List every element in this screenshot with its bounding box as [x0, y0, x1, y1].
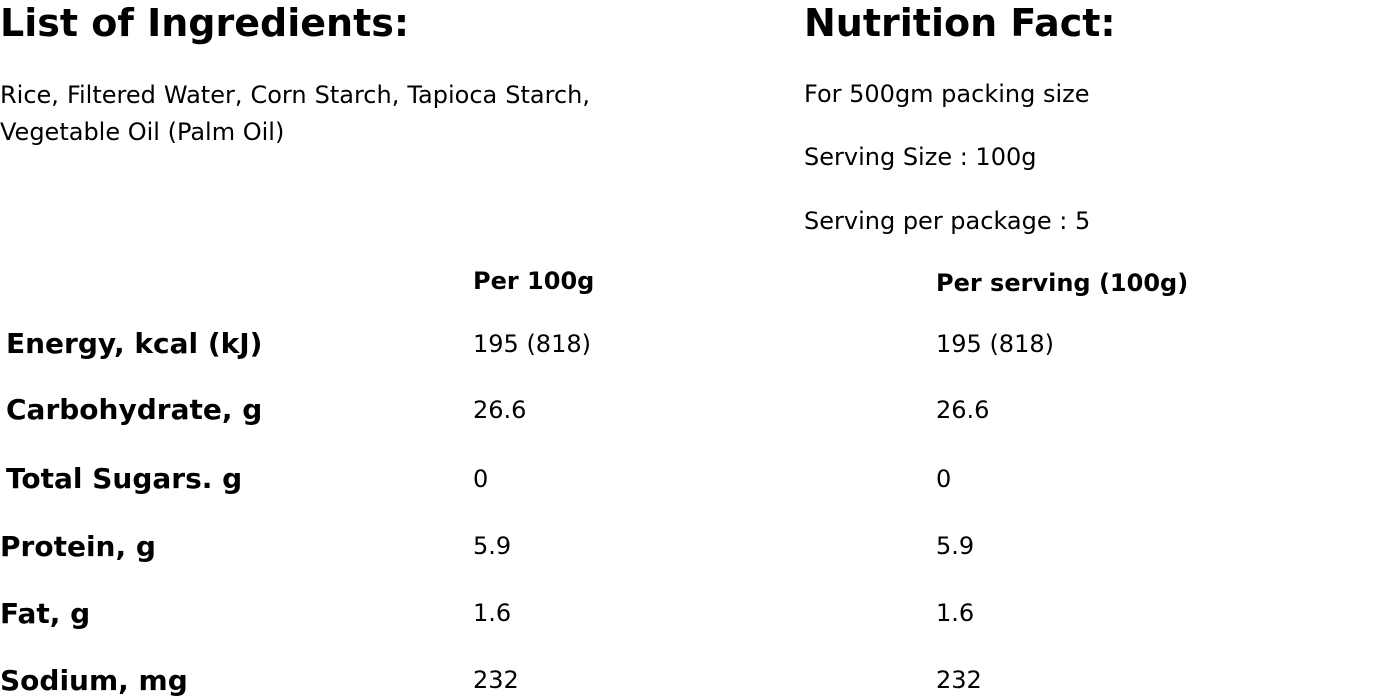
column-header-per-serving: Per serving (100g)	[936, 269, 1189, 297]
serving-size-text: Serving Size : 100g	[804, 143, 1037, 171]
per-serving-value: 232	[936, 666, 982, 694]
column-header-per-100g: Per 100g	[473, 267, 595, 295]
per-serving-value: 5.9	[936, 532, 975, 560]
packing-size-text: For 500gm packing size	[804, 80, 1090, 108]
row-label: Sodium, mg	[0, 664, 188, 697]
per-serving-value: 195 (818)	[936, 330, 1054, 358]
per-serving-value: 1.6	[936, 599, 975, 627]
per-serving-value: 0	[936, 465, 952, 493]
row-label: Fat, g	[0, 597, 91, 630]
per-100g-value: 0	[473, 465, 489, 493]
per-100g-value: 232	[473, 666, 519, 694]
ingredients-title: List of Ingredients:	[0, 1, 410, 45]
row-label: Total Sugars. g	[6, 462, 243, 495]
row-label: Carbohydrate, g	[6, 393, 263, 426]
ingredients-text: Rice, Filtered Water, Corn Starch, Tapio…	[0, 81, 590, 146]
per-100g-value: 195 (818)	[473, 330, 591, 358]
per-100g-value: 5.9	[473, 532, 512, 560]
per-100g-value: 26.6	[473, 396, 527, 424]
nutrition-title: Nutrition Fact:	[804, 1, 1116, 45]
row-label: Protein, g	[0, 530, 156, 563]
per-serving-value: 26.6	[936, 396, 990, 424]
row-label: Energy, kcal (kJ)	[6, 327, 263, 360]
servings-per-package-text: Serving per package : 5	[804, 207, 1091, 235]
per-100g-value: 1.6	[473, 599, 512, 627]
